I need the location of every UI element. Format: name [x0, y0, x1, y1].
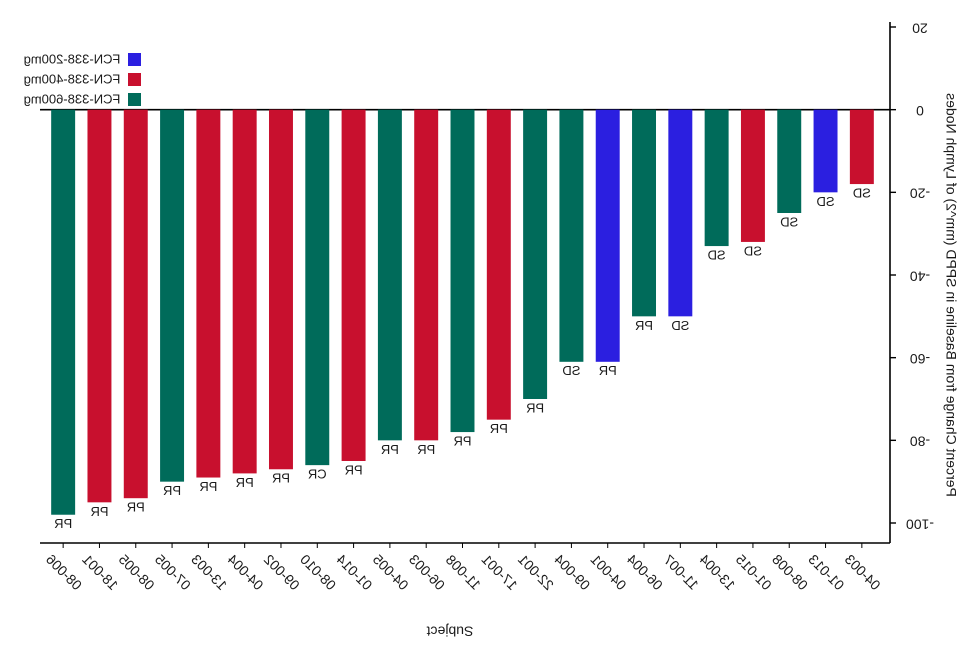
response-label: SD: [744, 243, 762, 258]
x-tick-label: 07-005: [152, 551, 194, 593]
legend: FCN-338-200mg FCN-338-400mg FCN-338-600mg: [24, 51, 141, 106]
response-label: SD: [853, 186, 871, 201]
response-label: PR: [490, 421, 508, 436]
legend-label: FCN-338-400mg: [24, 71, 121, 86]
y-tick-label: 20: [912, 20, 928, 36]
legend-label: FCN-338-600mg: [24, 91, 121, 106]
x-tick-label: 13-003: [188, 551, 230, 593]
x-tick-label: 04-005: [370, 551, 412, 593]
bar-06-004: [632, 109, 657, 317]
response-label: SD: [817, 194, 835, 209]
x-tick-label: 11-008: [443, 551, 485, 593]
x-tick-label: 08-006: [43, 551, 85, 593]
response-label: PR: [526, 400, 544, 415]
x-tick-label: 04-003: [842, 551, 884, 593]
bars-group: PR PR PR PR PR PR PR CR PR PR PR PR PR PR SD PR PR SD SD SD…: [40, 108, 890, 531]
x-tick-label: 06-004: [624, 551, 666, 593]
bar-01-015: [740, 109, 765, 242]
response-label: SD: [780, 214, 798, 229]
x-tick-label: 08-010: [297, 551, 339, 593]
x-tick-label: 01-015: [733, 551, 775, 593]
response-label: PR: [127, 500, 145, 515]
response-label: PR: [272, 471, 290, 486]
bar-17-001: [486, 109, 511, 420]
x-tick-label: 04-004: [224, 551, 266, 593]
response-label: PR: [635, 318, 653, 333]
legend-swatch: [128, 53, 141, 66]
response-label: PR: [54, 516, 72, 531]
bar-04-003: [849, 109, 874, 185]
x-tick-label: 11-007: [660, 551, 702, 593]
y-tick-label: -100: [906, 516, 934, 532]
x-tick-label: 22-001: [515, 551, 557, 593]
x-tick-label: 17-001: [479, 551, 521, 593]
response-label: PR: [417, 442, 435, 457]
x-tick-label: 04-001: [587, 551, 629, 593]
bar-04-001: [595, 109, 620, 362]
response-label: CR: [308, 467, 327, 482]
bar-04-004: [232, 109, 257, 474]
response-label: PR: [90, 504, 108, 519]
x-tick-label: 01-014: [333, 551, 375, 593]
x-tick-label: 18-001: [79, 551, 121, 593]
y-axis: 20 0 -20 -40 -60 -80 -100: [889, 20, 934, 543]
bar-09-004: [559, 109, 584, 362]
bar-08-008: [777, 109, 802, 213]
x-tick-label: 09-004: [551, 551, 593, 593]
x-tick-label: 08-005: [115, 551, 157, 593]
y-tick-label: -60: [910, 351, 930, 367]
response-label: PR: [453, 434, 471, 449]
bar-08-005: [123, 109, 148, 499]
x-axis-title: Subject: [427, 623, 474, 639]
x-tick-label: 06-003: [406, 551, 448, 593]
response-label: PR: [199, 479, 217, 494]
x-tick-label: 01-013: [805, 551, 847, 593]
y-tick-label: -40: [910, 268, 930, 284]
bar-01-014: [341, 109, 366, 462]
legend-swatch: [128, 93, 141, 106]
bar-13-003: [196, 109, 221, 478]
bar-01-013: [813, 109, 838, 193]
response-label: SD: [671, 318, 689, 333]
bar-09-002: [268, 109, 293, 470]
bar-18-001: [87, 109, 112, 503]
response-label: PR: [236, 475, 254, 490]
x-tick-label: 13-004: [696, 551, 738, 593]
bar-07-005: [160, 109, 185, 482]
bar-13-004: [704, 109, 729, 247]
bar-08-010: [305, 109, 330, 466]
response-label: PR: [381, 442, 399, 457]
bar-11-007: [668, 109, 693, 317]
bar-11-008: [450, 109, 475, 433]
response-label: PR: [163, 483, 181, 498]
bar-04-005: [377, 109, 402, 441]
y-tick-label: -80: [910, 434, 930, 450]
y-tick-label: -20: [910, 186, 930, 202]
y-tick-label: 0: [916, 103, 924, 119]
x-tick-label: 08-008: [769, 551, 811, 593]
y-axis-title: Percent Change from Baseline in SPPD (mm…: [943, 93, 959, 497]
x-tick-label: 09-002: [261, 551, 303, 593]
response-label: PR: [599, 363, 617, 378]
bar-22-001: [523, 109, 548, 400]
bar-08-006: [51, 109, 76, 515]
response-label: SD: [708, 248, 726, 263]
legend-swatch: [128, 73, 141, 86]
bar-06-003: [414, 109, 439, 441]
x-axis: 08-00618-00108-00507-00513-00304-00409-0…: [40, 542, 890, 593]
response-label: SD: [562, 363, 580, 378]
legend-label: FCN-338-200mg: [24, 51, 121, 66]
response-label: PR: [345, 462, 363, 477]
